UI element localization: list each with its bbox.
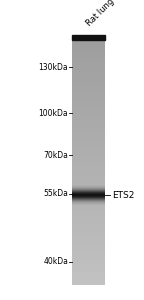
Text: 40kDa: 40kDa (43, 257, 68, 266)
Text: Rat lung: Rat lung (85, 0, 116, 28)
Text: 100kDa: 100kDa (38, 109, 68, 118)
Text: 70kDa: 70kDa (43, 151, 68, 160)
Text: ETS2: ETS2 (112, 190, 134, 200)
Bar (72, 35, 105, 40)
Text: 130kDa: 130kDa (38, 62, 68, 71)
Text: 55kDa: 55kDa (43, 190, 68, 199)
